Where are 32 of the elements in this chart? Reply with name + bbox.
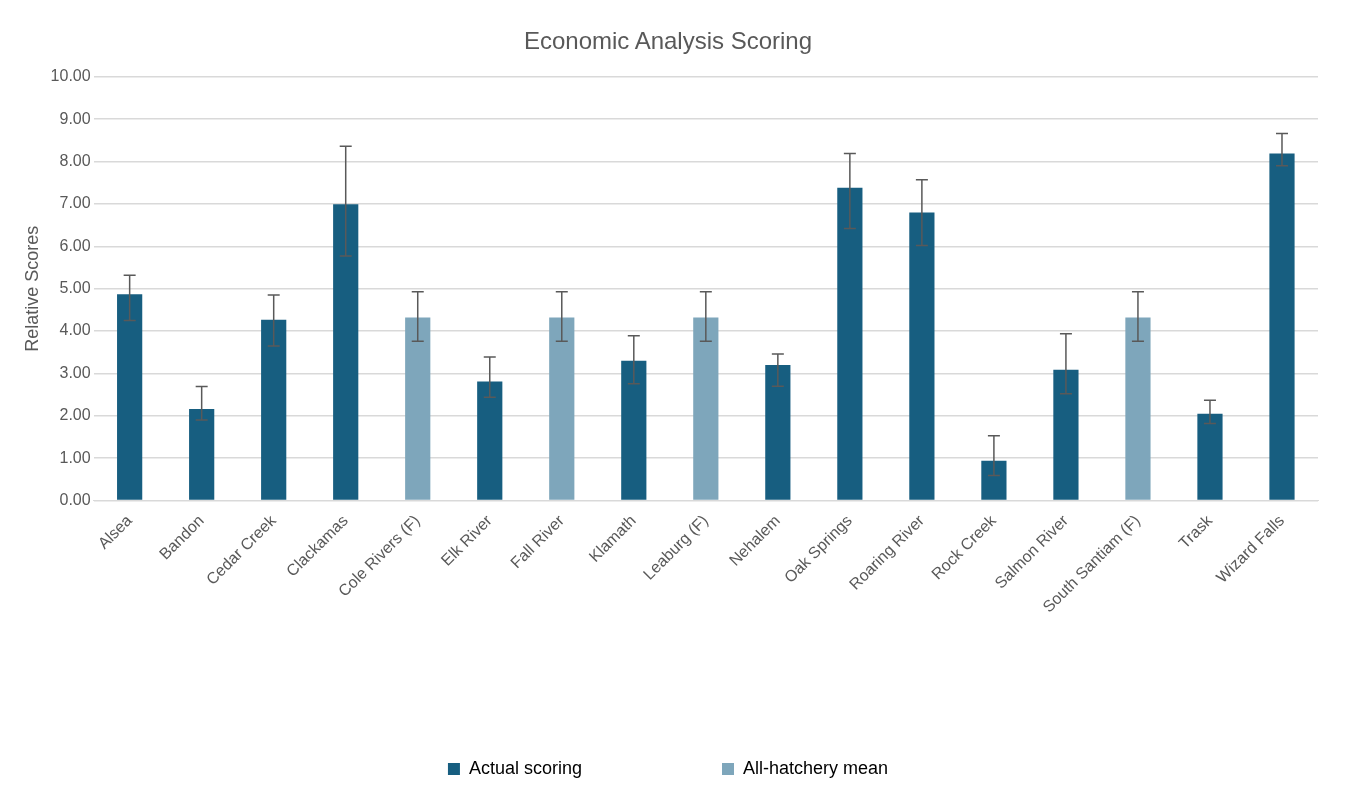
chart-title: Economic Analysis Scoring xyxy=(523,27,813,55)
y-tick-label: 2.00 xyxy=(59,406,91,424)
bar xyxy=(405,317,431,500)
bar xyxy=(333,204,359,500)
y-tick-label: 3.00 xyxy=(59,363,91,381)
y-tick-label: 9.00 xyxy=(59,109,91,127)
legend-label: All-hatchery mean xyxy=(743,757,889,778)
legend-label: Actual scoring xyxy=(468,757,582,778)
y-tick-label: 0.00 xyxy=(59,491,91,509)
bar xyxy=(189,409,215,500)
bar xyxy=(1197,413,1223,500)
bar xyxy=(1125,317,1151,500)
bar xyxy=(765,365,791,500)
bar xyxy=(117,294,143,500)
y-tick-label: 4.00 xyxy=(59,321,91,339)
bar xyxy=(837,187,863,500)
y-tick-label: 7.00 xyxy=(59,194,91,212)
bar xyxy=(261,319,287,500)
bar xyxy=(693,317,719,500)
bar xyxy=(909,212,935,500)
bar xyxy=(477,381,503,500)
y-tick-label: 1.00 xyxy=(59,448,91,466)
y-tick-label: 5.00 xyxy=(59,279,91,297)
y-tick-label: 6.00 xyxy=(59,236,91,254)
y-tick-label: 8.00 xyxy=(59,151,91,169)
bar xyxy=(981,460,1007,500)
bar xyxy=(621,360,647,500)
y-axis-title: Relative Scores xyxy=(21,225,42,352)
bar xyxy=(1269,153,1295,500)
y-tick-label: 10.00 xyxy=(50,67,91,85)
bar xyxy=(549,317,575,500)
bar xyxy=(1053,369,1079,500)
